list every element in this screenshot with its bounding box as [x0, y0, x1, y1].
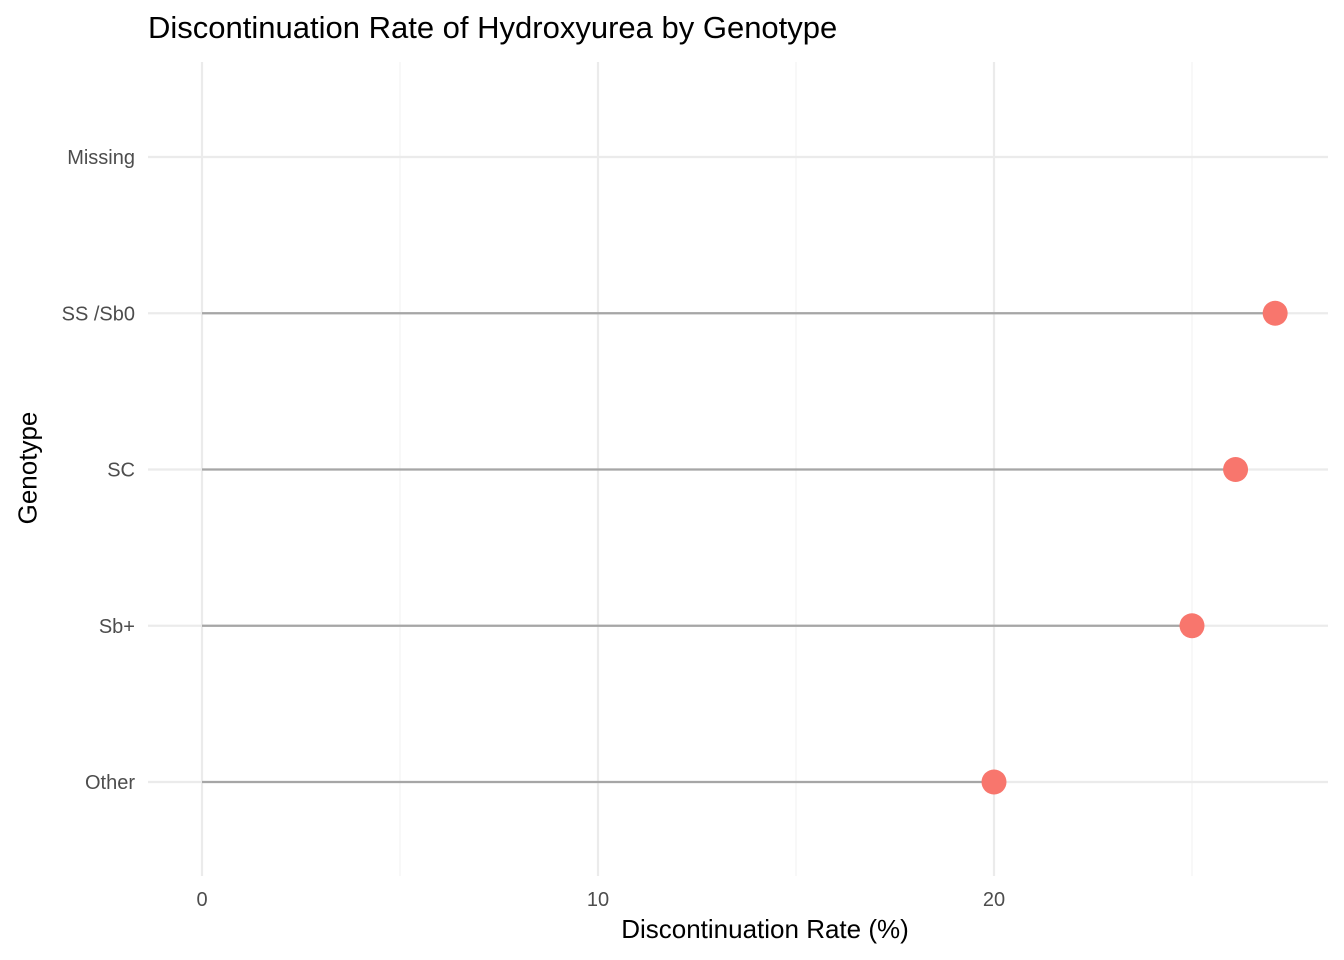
y-tick-label: SC — [107, 460, 135, 482]
y-tick-label: SS /Sb0 — [62, 303, 135, 325]
data-point — [981, 769, 1007, 795]
x-tick-label: 0 — [196, 889, 207, 911]
data-point — [1179, 613, 1205, 639]
y-tick-label: Other — [85, 772, 135, 794]
y-axis-title: Genotype — [12, 411, 43, 525]
y-tick-label: Missing — [67, 147, 135, 169]
y-tick-label: Sb+ — [99, 616, 135, 638]
x-axis-title: Discontinuation Rate (%) — [621, 914, 909, 944]
y-tick-labels: Other Sb+ SC SS /Sb0 Missing — [62, 147, 136, 794]
chart-title: Discontinuation Rate of Hydroxyurea by G… — [148, 10, 838, 45]
x-tick-label: 20 — [983, 889, 1005, 911]
x-tick-label: 10 — [587, 889, 609, 911]
data-point — [1262, 300, 1288, 326]
lollipop-points — [981, 300, 1288, 795]
lollipop-stems — [202, 312, 1276, 784]
x-tick-labels: 0 10 20 — [196, 889, 1005, 911]
data-point — [1223, 457, 1249, 482]
